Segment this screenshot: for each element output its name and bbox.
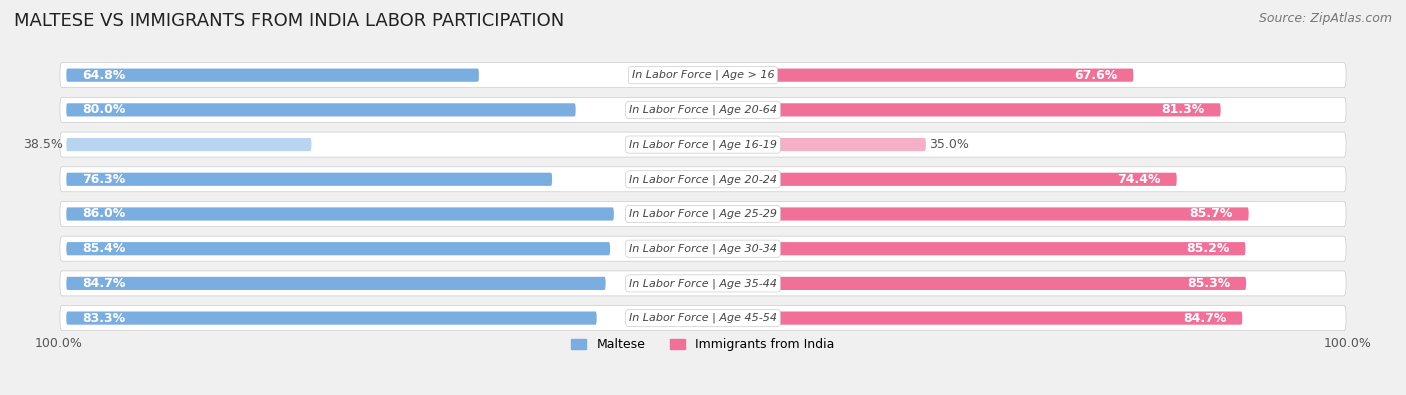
Text: 86.0%: 86.0% (82, 207, 125, 220)
Text: In Labor Force | Age 30-34: In Labor Force | Age 30-34 (628, 243, 778, 254)
Text: 84.7%: 84.7% (82, 277, 125, 290)
FancyBboxPatch shape (66, 242, 610, 255)
Text: In Labor Force | Age 45-54: In Labor Force | Age 45-54 (628, 313, 778, 324)
Text: 64.8%: 64.8% (82, 69, 125, 82)
Text: 85.2%: 85.2% (1187, 242, 1229, 255)
Text: 83.3%: 83.3% (82, 312, 125, 325)
Text: 38.5%: 38.5% (24, 138, 63, 151)
Text: 76.3%: 76.3% (82, 173, 125, 186)
FancyBboxPatch shape (60, 306, 1346, 331)
Text: In Labor Force | Age 25-29: In Labor Force | Age 25-29 (628, 209, 778, 219)
Text: Source: ZipAtlas.com: Source: ZipAtlas.com (1258, 12, 1392, 25)
FancyBboxPatch shape (60, 132, 1346, 157)
FancyBboxPatch shape (703, 277, 1246, 290)
Text: 84.7%: 84.7% (1182, 312, 1226, 325)
Text: In Labor Force | Age > 16: In Labor Force | Age > 16 (631, 70, 775, 81)
FancyBboxPatch shape (60, 201, 1346, 226)
FancyBboxPatch shape (60, 98, 1346, 122)
FancyBboxPatch shape (66, 69, 479, 82)
Text: 85.3%: 85.3% (1187, 277, 1230, 290)
FancyBboxPatch shape (703, 207, 1249, 220)
Text: MALTESE VS IMMIGRANTS FROM INDIA LABOR PARTICIPATION: MALTESE VS IMMIGRANTS FROM INDIA LABOR P… (14, 12, 564, 30)
Text: 100.0%: 100.0% (35, 337, 83, 350)
Text: In Labor Force | Age 16-19: In Labor Force | Age 16-19 (628, 139, 778, 150)
FancyBboxPatch shape (703, 242, 1246, 255)
Text: 80.0%: 80.0% (82, 103, 125, 117)
Text: 100.0%: 100.0% (1323, 337, 1371, 350)
Text: 35.0%: 35.0% (929, 138, 969, 151)
Text: In Labor Force | Age 20-64: In Labor Force | Age 20-64 (628, 105, 778, 115)
FancyBboxPatch shape (66, 173, 553, 186)
Text: 74.4%: 74.4% (1118, 173, 1161, 186)
FancyBboxPatch shape (66, 277, 606, 290)
FancyBboxPatch shape (703, 69, 1133, 82)
FancyBboxPatch shape (66, 312, 596, 325)
FancyBboxPatch shape (66, 138, 312, 151)
FancyBboxPatch shape (60, 271, 1346, 296)
Legend: Maltese, Immigrants from India: Maltese, Immigrants from India (567, 333, 839, 356)
FancyBboxPatch shape (60, 236, 1346, 261)
FancyBboxPatch shape (703, 103, 1220, 117)
Text: In Labor Force | Age 35-44: In Labor Force | Age 35-44 (628, 278, 778, 289)
FancyBboxPatch shape (66, 103, 575, 117)
FancyBboxPatch shape (60, 63, 1346, 88)
Text: In Labor Force | Age 20-24: In Labor Force | Age 20-24 (628, 174, 778, 184)
FancyBboxPatch shape (66, 207, 614, 220)
Text: 85.7%: 85.7% (1189, 207, 1233, 220)
Text: 67.6%: 67.6% (1074, 69, 1118, 82)
FancyBboxPatch shape (60, 167, 1346, 192)
Text: 81.3%: 81.3% (1161, 103, 1205, 117)
FancyBboxPatch shape (703, 312, 1243, 325)
FancyBboxPatch shape (703, 173, 1177, 186)
Text: 85.4%: 85.4% (82, 242, 125, 255)
FancyBboxPatch shape (703, 138, 925, 151)
